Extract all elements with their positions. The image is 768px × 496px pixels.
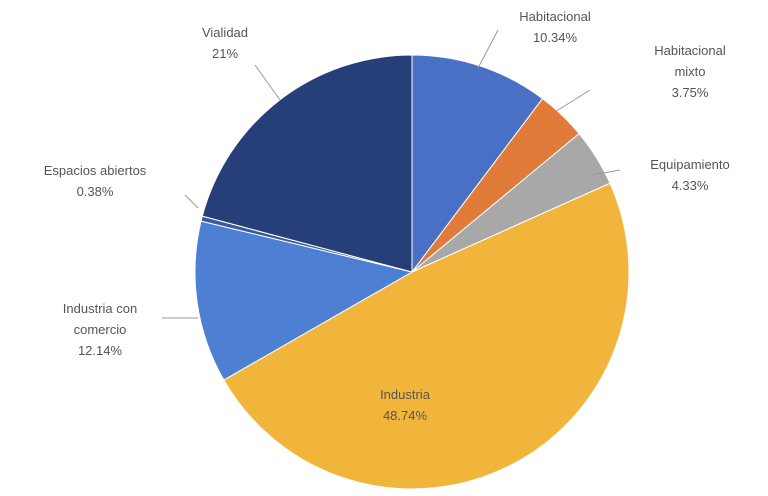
leader-line [591, 169, 621, 176]
value-label: 48.74% [382, 408, 428, 423]
slice-label: Habitacional mixto 3.75% [640, 40, 740, 103]
slice-label: Espacios abiertos 0.38% [5, 160, 185, 202]
category-label: Industria con comercio [62, 301, 138, 337]
value-label: 0.38% [76, 184, 114, 199]
slice-label: Habitacional 10.34% [485, 6, 625, 48]
category-label: Habitacional mixto [654, 43, 726, 79]
slice-label: Industria 48.74% [335, 384, 475, 426]
category-label: Espacios abiertos [43, 163, 147, 178]
value-label: 21% [211, 46, 239, 61]
pie-slice [223, 182, 630, 490]
slice-label: Industria con comercio 12.14% [40, 298, 160, 361]
leader-line [554, 89, 591, 113]
pie-slice [194, 220, 414, 381]
category-label: Habitacional [519, 9, 591, 24]
value-label: 12.14% [77, 343, 123, 358]
slice-label: Equipamiento 4.33% [620, 154, 760, 196]
leader-line [254, 64, 281, 101]
value-label: 4.33% [671, 178, 709, 193]
category-label: Industria [380, 387, 430, 402]
value-label: 3.75% [671, 85, 709, 100]
slice-label: Vialidad 21% [175, 22, 275, 64]
pie-slice [411, 54, 544, 274]
leader-line [184, 194, 199, 209]
category-label: Vialidad [201, 25, 249, 40]
leader-line [477, 29, 499, 69]
category-label: Equipamiento [650, 157, 730, 172]
value-label: 10.34% [532, 30, 578, 45]
